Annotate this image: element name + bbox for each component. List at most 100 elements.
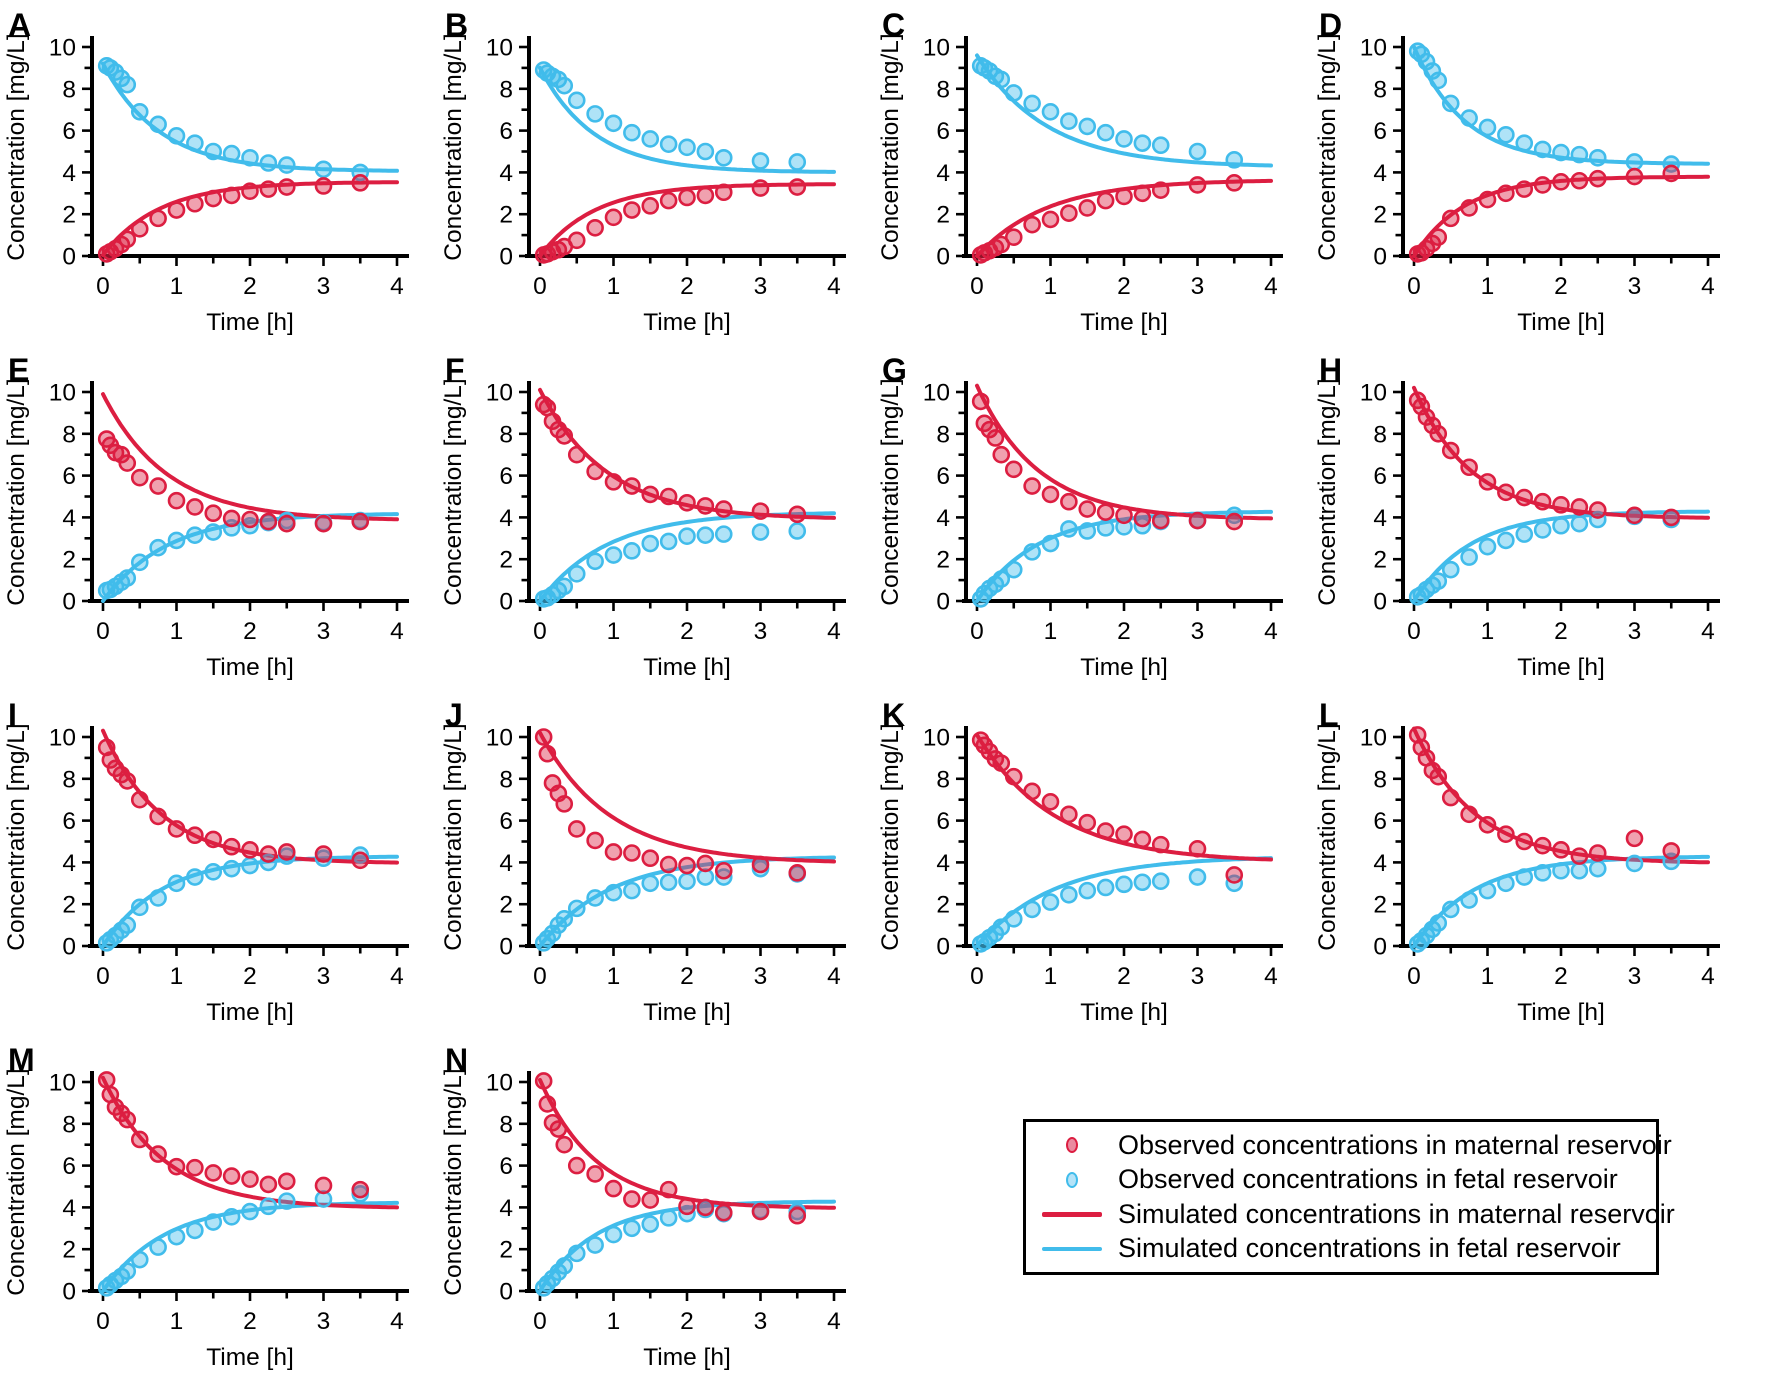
observed-fetal-point bbox=[604, 546, 623, 564]
observed-fetal-point bbox=[1533, 864, 1552, 882]
observed-fetal-point bbox=[149, 115, 167, 134]
observed-fetal-point bbox=[567, 1244, 586, 1263]
panel-B: B Concentration [mg/L] Time [h] 0 2 4 6 8 10 0 1 2 3… bbox=[437, 0, 874, 350]
y-tick-label: 4 bbox=[936, 160, 950, 187]
x-axis-title: Time [h] bbox=[206, 1344, 294, 1371]
axis-ticks bbox=[519, 390, 836, 611]
x-tick-label: 1 bbox=[607, 618, 621, 645]
axes-spines bbox=[1399, 726, 1720, 948]
observed-fetal-point bbox=[277, 1192, 296, 1210]
observed-fetal-point bbox=[259, 154, 278, 172]
observed-maternal-point bbox=[1023, 477, 1041, 495]
observed-maternal-point bbox=[1441, 788, 1460, 807]
observed-maternal-point bbox=[788, 178, 807, 196]
observed-maternal-point bbox=[149, 477, 167, 495]
observed-maternal-point bbox=[130, 1130, 149, 1149]
observed-maternal-point bbox=[623, 477, 641, 495]
axis-ticks bbox=[1393, 45, 1710, 266]
observed-maternal-point bbox=[1060, 492, 1078, 511]
observed-maternal-point bbox=[555, 795, 574, 813]
observed-fetal-point bbox=[118, 569, 137, 587]
observed-fetal-point bbox=[1515, 134, 1534, 152]
observed-maternal-point bbox=[1188, 840, 1207, 858]
observed-maternal-point bbox=[549, 1120, 568, 1138]
observed-fetal-point bbox=[1552, 861, 1570, 880]
observed-fetal-point bbox=[1023, 94, 1041, 113]
y-tick-label: 6 bbox=[62, 118, 76, 145]
x-tick-label: 4 bbox=[1701, 273, 1715, 300]
observed-maternal-point bbox=[1497, 483, 1515, 502]
y-axis-title: Concentration [mg/L] bbox=[3, 723, 30, 950]
observed-maternal-points bbox=[97, 1071, 370, 1199]
panel-letter: L bbox=[1319, 697, 1339, 733]
y-axis-title: Concentration [mg/L] bbox=[3, 1068, 30, 1295]
x-tick-label: 4 bbox=[1264, 618, 1278, 645]
observed-fetal-point bbox=[659, 135, 678, 153]
y-tick-label: 0 bbox=[936, 244, 950, 271]
observed-fetal-point bbox=[1078, 117, 1097, 136]
observed-maternal-point bbox=[149, 209, 167, 228]
y-tick-label: 10 bbox=[1360, 725, 1387, 752]
observed-fetal-point bbox=[1533, 521, 1552, 539]
observed-maternal-point bbox=[1441, 209, 1460, 228]
observed-fetal-point bbox=[204, 142, 223, 161]
observed-maternal-point bbox=[241, 510, 259, 529]
y-tick-label: 2 bbox=[1373, 892, 1387, 919]
observed-maternal-point bbox=[992, 445, 1011, 464]
y-tick-label: 4 bbox=[1373, 850, 1387, 877]
observed-maternal-points bbox=[534, 728, 807, 882]
observed-maternal-point bbox=[1096, 822, 1115, 840]
observed-maternal-point bbox=[241, 1170, 259, 1188]
observed-fetal-point bbox=[586, 1236, 604, 1254]
panel-letter: F bbox=[445, 352, 465, 388]
x-tick-label: 0 bbox=[1407, 963, 1421, 990]
observed-fetal-point bbox=[222, 859, 241, 878]
observed-maternal-point bbox=[788, 864, 807, 882]
observed-maternal-point bbox=[222, 186, 241, 205]
panel-D: D Concentration [mg/L] Time [h] 0 2 4 6 8 10 0 1 2 3… bbox=[1311, 0, 1748, 350]
panel-letter: C bbox=[882, 7, 905, 43]
y-tick-label: 10 bbox=[1360, 380, 1387, 407]
observed-maternal-marker-icon bbox=[1066, 1137, 1078, 1154]
y-tick-label: 2 bbox=[62, 892, 76, 919]
y-axis-title: Concentration [mg/L] bbox=[877, 723, 904, 950]
observed-maternal-point bbox=[788, 1206, 807, 1225]
observed-maternal-point bbox=[1570, 847, 1589, 865]
x-tick-label: 1 bbox=[1481, 618, 1495, 645]
observed-fetal-point bbox=[1041, 534, 1060, 553]
x-axis-title: Time [h] bbox=[1080, 999, 1168, 1026]
observed-fetal-point bbox=[1060, 520, 1078, 538]
observed-maternal-points bbox=[1408, 726, 1681, 865]
observed-fetal-points bbox=[1408, 42, 1681, 173]
observed-maternal-point bbox=[1429, 228, 1448, 246]
observed-fetal-point bbox=[567, 565, 586, 583]
observed-maternal-point bbox=[186, 498, 204, 516]
observed-fetal-point bbox=[1188, 142, 1207, 161]
observed-maternal-points bbox=[971, 392, 1244, 531]
observed-fetal-point bbox=[788, 522, 807, 540]
observed-fetal-point bbox=[1115, 130, 1133, 148]
observed-fetal-point bbox=[149, 889, 167, 907]
observed-maternal-point bbox=[118, 230, 137, 249]
observed-maternal-point bbox=[118, 772, 137, 790]
simulated-fetal-curve bbox=[975, 53, 1273, 168]
x-axis-title: Time [h] bbox=[206, 999, 294, 1026]
observed-fetal-point bbox=[555, 76, 574, 95]
observed-maternal-point bbox=[586, 831, 604, 850]
observed-fetal-point bbox=[1625, 854, 1644, 873]
x-tick-label: 0 bbox=[970, 963, 984, 990]
y-tick-label: 8 bbox=[499, 421, 513, 448]
observed-maternal-point bbox=[259, 845, 278, 863]
y-tick-label: 0 bbox=[1373, 934, 1387, 961]
observed-maternal-point bbox=[1497, 184, 1515, 203]
observed-fetal-point bbox=[555, 910, 574, 928]
observed-fetal-point bbox=[751, 523, 770, 541]
observed-fetal-point bbox=[641, 130, 660, 148]
observed-fetal-point bbox=[641, 534, 660, 553]
x-axis-title: Time [h] bbox=[1517, 309, 1605, 336]
axes-spines bbox=[962, 726, 1283, 948]
